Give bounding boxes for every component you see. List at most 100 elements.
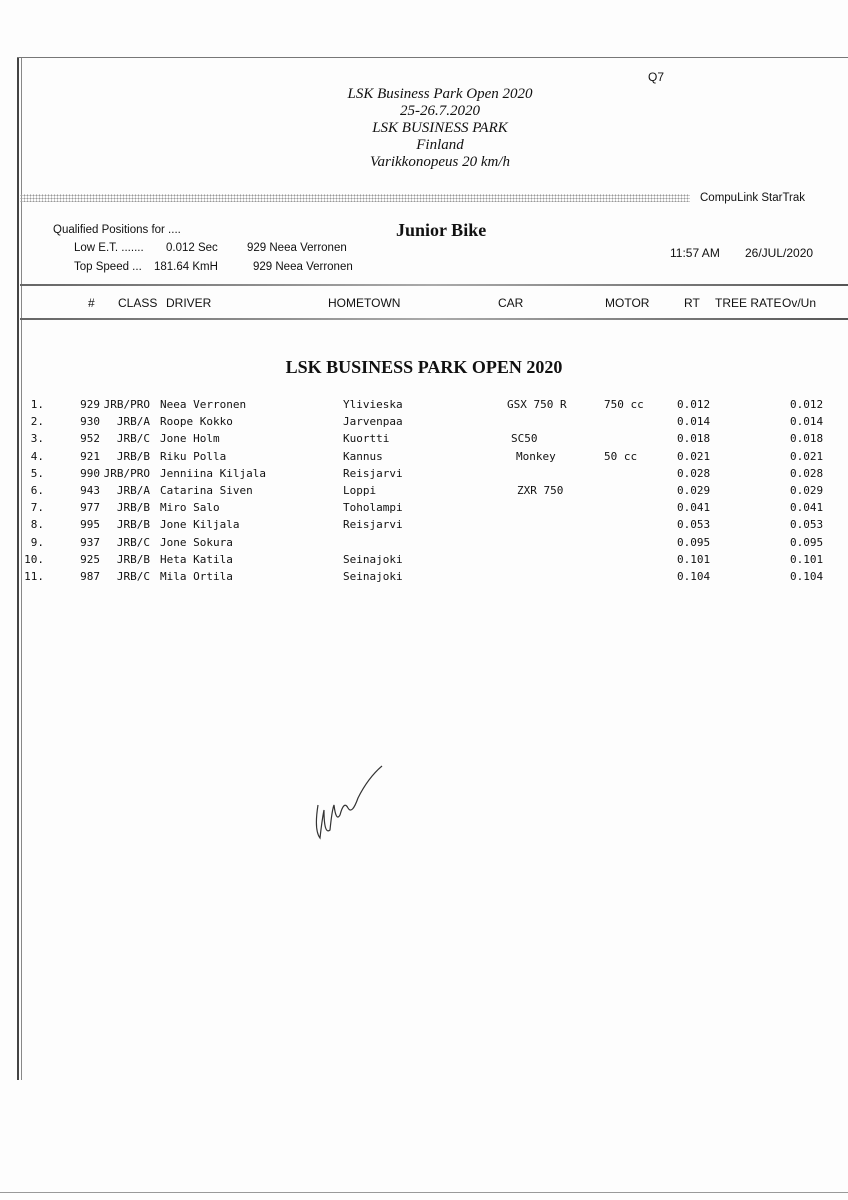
motor: 750 cc — [604, 398, 644, 411]
class: JRB/A — [116, 415, 150, 429]
col-ov-un: Ov/Un — [782, 296, 817, 310]
hometown: Kuortti — [343, 432, 390, 446]
over-under: 0.041 — [790, 501, 824, 515]
car: ZXR 750 — [517, 484, 564, 497]
left-border — [17, 58, 19, 1080]
over-under: 0.053 — [790, 518, 824, 532]
report-date: 26/JUL/2020 — [745, 246, 814, 260]
brand-label: CompuLink StarTrak — [700, 192, 806, 204]
top-speed-value: 181.64 KmH — [154, 261, 218, 273]
country: Finland — [416, 137, 464, 153]
over-under: 0.018 — [790, 432, 824, 446]
table-row: 5. 990 JRB/PRO Jenniina Kiljala Reisjarvi 0.0… — [0, 467, 848, 484]
low-et-driver: 929 Neea Verronen — [247, 242, 347, 254]
reaction-time: 0.012 — [677, 398, 711, 411]
event-dates: 25-26.7.2020 — [400, 103, 480, 119]
low-et-value: 0.012 Sec — [166, 242, 218, 254]
reaction-time: 0.095 — [677, 535, 711, 549]
class: JRB/PRO — [103, 398, 150, 411]
over-under: 0.104 — [790, 570, 824, 583]
car-number: 930 — [80, 415, 100, 429]
driver-name: Jone Kiljala — [160, 518, 240, 532]
position: 2. — [30, 415, 44, 429]
hometown: Seinajoki — [343, 552, 403, 566]
hometown: Ylivieska — [343, 398, 403, 411]
event-header: LSK Business Park Open 2020 25-26.7.2020… — [250, 86, 630, 171]
position: 4. — [30, 449, 44, 463]
reaction-time: 0.021 — [677, 449, 711, 463]
position: 1. — [30, 398, 44, 411]
driver-name: Riku Polla — [160, 449, 227, 463]
hometown: Jarvenpaa — [343, 415, 403, 429]
reaction-time: 0.028 — [677, 466, 711, 480]
car: SC50 — [511, 432, 538, 446]
top-border — [17, 57, 848, 58]
col-car: CAR — [498, 296, 524, 310]
reaction-time: 0.041 — [677, 501, 711, 515]
motor: 50 cc — [604, 449, 638, 463]
col-rt: RT — [684, 296, 700, 310]
position: 8. — [30, 518, 44, 532]
car-number: 929 — [80, 398, 100, 411]
position: 6. — [30, 484, 44, 497]
over-under: 0.028 — [790, 466, 824, 480]
col-driver: DRIVER — [166, 296, 212, 310]
class: JRB/PRO — [103, 466, 150, 480]
reaction-time: 0.014 — [677, 415, 711, 429]
signature — [315, 765, 383, 840]
table-row: 4. 921 JRB/B Riku Polla Kannus Monkey 50 cc 0.0… — [0, 450, 848, 467]
driver-name: Neea Verronen — [160, 398, 247, 411]
low-et-label: Low E.T. ....... — [74, 242, 144, 254]
hometown: Seinajoki — [343, 570, 403, 583]
position: 7. — [30, 501, 44, 515]
car-number: 995 — [80, 518, 100, 532]
top-speed-label: Top Speed ... — [74, 261, 142, 273]
left-border-inner — [21, 58, 22, 1080]
car-number: 943 — [80, 484, 100, 497]
event-name: LSK Business Park Open 2020 — [347, 86, 533, 102]
driver-name: Jenniina Kiljala — [160, 466, 266, 480]
dotted-separator — [20, 194, 690, 202]
bottom-border — [0, 1192, 848, 1193]
header-rule-top — [20, 284, 848, 286]
class: JRB/B — [116, 501, 150, 515]
car-number: 921 — [80, 449, 100, 463]
table-row: 1. 929 JRB/PRO Neea Verronen Ylivieska GSX 75… — [0, 398, 848, 415]
driver-name: Jone Holm — [160, 432, 220, 446]
class: JRB/B — [116, 518, 150, 532]
hometown: Reisjarvi — [343, 518, 403, 532]
class-title: Junior Bike — [396, 220, 487, 240]
car-number: 990 — [80, 466, 100, 480]
table-row: 7. 977 JRB/B Miro Salo Toholampi 0.041 0.041 — [0, 501, 848, 518]
col-number: # — [88, 296, 95, 310]
car: GSX 750 R — [507, 398, 567, 411]
position: 3. — [30, 432, 44, 446]
car-number: 925 — [80, 552, 100, 566]
report-time: 11:57 AM — [670, 246, 720, 260]
class: JRB/C — [116, 535, 150, 549]
class: JRB/B — [116, 449, 150, 463]
reaction-time: 0.053 — [677, 518, 711, 532]
venue: LSK BUSINESS PARK — [372, 120, 508, 136]
col-class: CLASS — [118, 296, 158, 310]
table-row: 10. 925 JRB/B Heta Katila Seinajoki 0.101 0.10… — [0, 553, 848, 570]
over-under: 0.012 — [790, 398, 824, 411]
over-under: 0.029 — [790, 484, 824, 497]
position: 11. — [24, 570, 44, 583]
col-hometown: HOMETOWN — [328, 296, 401, 310]
position: 10. — [24, 552, 44, 566]
driver-name: Jone Sokura — [160, 535, 233, 549]
hometown: Reisjarvi — [343, 466, 403, 480]
over-under: 0.095 — [790, 535, 824, 549]
reaction-time: 0.018 — [677, 432, 711, 446]
position: 9. — [30, 535, 44, 549]
class: JRB/A — [116, 484, 150, 497]
position: 5. — [30, 466, 44, 480]
class: JRB/C — [116, 432, 150, 446]
driver-name: Catarina Siven — [160, 484, 253, 497]
class: JRB/B — [116, 552, 150, 566]
reaction-time: 0.101 — [677, 552, 711, 566]
session-code: Q7 — [648, 70, 665, 84]
pit-speed: Varikkonopeus 20 km/h — [370, 154, 510, 170]
